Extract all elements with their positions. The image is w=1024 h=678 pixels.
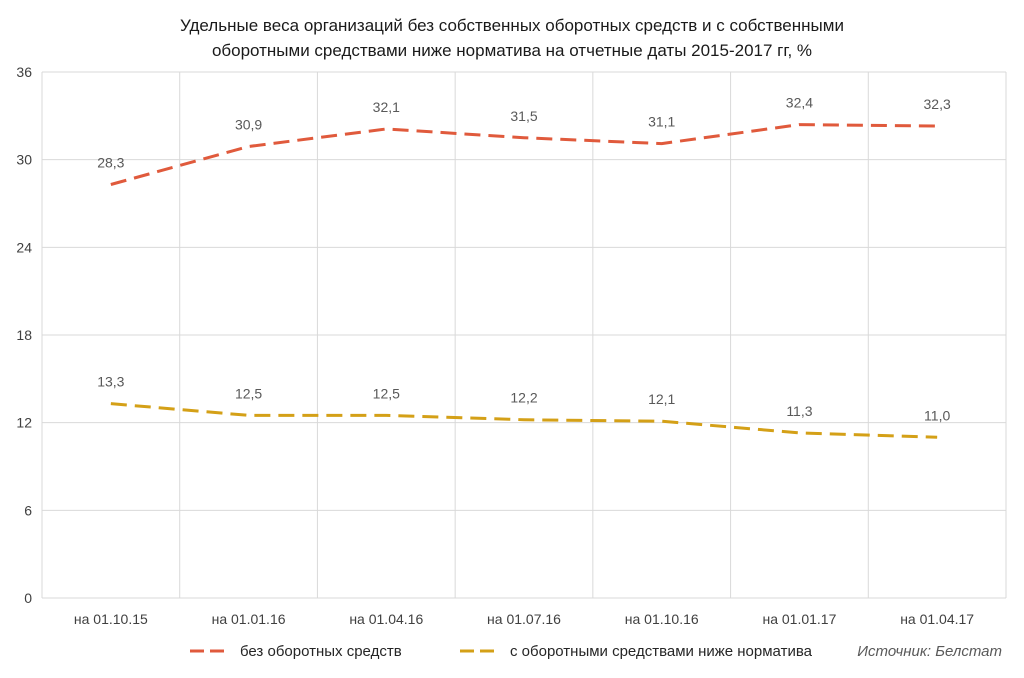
data-label: 12,5 <box>373 385 400 401</box>
legend-label-1: без оборотных средств <box>240 643 402 660</box>
x-tick-label: на 01.10.15 <box>74 611 148 627</box>
series-line-2 <box>110 402 938 439</box>
x-tick-label: на 01.04.17 <box>900 611 974 627</box>
x-tick-label: на 01.10.16 <box>625 611 699 627</box>
data-label: 30,9 <box>235 117 262 133</box>
data-label: 12,1 <box>648 391 675 407</box>
y-tick-label: 36 <box>16 64 32 80</box>
data-label: 32,3 <box>924 96 951 112</box>
y-tick-label: 30 <box>16 152 32 168</box>
series-line-1 <box>110 123 938 186</box>
x-tick-label: на 01.01.16 <box>212 611 286 627</box>
data-label: 31,5 <box>510 108 537 124</box>
data-label: 13,3 <box>97 374 124 390</box>
y-tick-label: 18 <box>16 327 32 343</box>
x-tick-label: на 01.01.17 <box>762 611 836 627</box>
data-label: 12,5 <box>235 385 262 401</box>
y-tick-label: 24 <box>16 239 32 255</box>
chart-title-line: оборотными средствами ниже норматива на … <box>212 41 812 60</box>
x-tick-label: на 01.04.16 <box>349 611 423 627</box>
y-tick-label: 0 <box>24 590 32 606</box>
x-tick-label: на 01.07.16 <box>487 611 561 627</box>
data-label: 28,3 <box>97 155 124 171</box>
y-tick-label: 6 <box>24 502 32 518</box>
data-label: 31,1 <box>648 114 675 130</box>
data-label: 11,3 <box>786 403 812 419</box>
data-label: 12,2 <box>510 390 537 406</box>
chart-title-line: Удельные веса организаций без собственны… <box>180 16 844 35</box>
legend-label-2: с оборотными средствами ниже норматива <box>510 643 813 660</box>
data-label: 32,1 <box>373 99 400 115</box>
y-tick-label: 12 <box>16 415 32 431</box>
source-note: Источник: Белстат <box>857 643 1002 660</box>
data-label: 32,4 <box>786 95 813 111</box>
data-label: 11,0 <box>924 407 950 423</box>
